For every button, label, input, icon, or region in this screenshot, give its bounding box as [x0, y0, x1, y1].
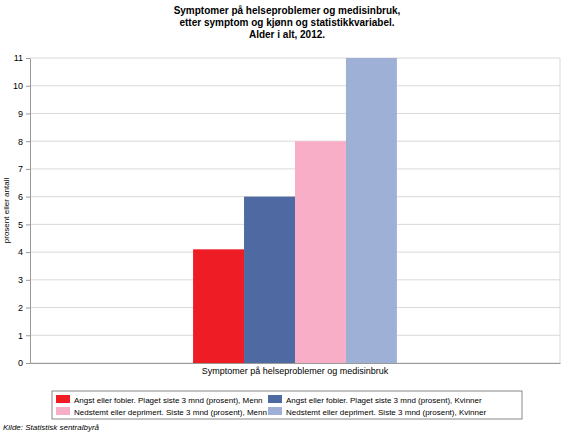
y-tick: 5 [18, 220, 30, 230]
legend-label: Nedstemt eller deprimert. Siste 3 mnd (p… [286, 408, 486, 417]
grid-line [30, 85, 560, 86]
legend-swatch [56, 407, 70, 415]
y-tick: 1 [18, 331, 30, 341]
y-axis: 0 1 2 3 4 5 6 7 8 9 10 11 [13, 53, 31, 368]
x-axis: Symptomer på helseproblemer og medisinbr… [31, 363, 561, 376]
y-tick-mark [26, 197, 30, 198]
plot-frame [560, 58, 561, 363]
legend-box [52, 391, 522, 419]
y-tick-label: 4 [18, 247, 23, 257]
y-tick-mark [26, 252, 30, 253]
legend: Angst eller fobier. Plaget siste 3 mnd (… [52, 391, 522, 419]
y-tick: 3 [18, 275, 30, 285]
y-tick-mark [26, 86, 30, 87]
x-axis-line [31, 363, 561, 364]
plot: 0 1 2 3 4 5 6 7 8 9 10 11 Symptomer på helseprobleme… [13, 53, 561, 376]
grid-line [30, 58, 560, 59]
y-tick-mark [26, 224, 30, 225]
y-tick-mark [26, 169, 30, 170]
y-tick-mark [26, 113, 30, 114]
title-line: Symptomer på helseproblemer og medisinbr… [174, 5, 401, 16]
legend-label: Angst eller fobier. Plaget siste 3 mnd (… [286, 396, 482, 405]
y-tick-label: 7 [18, 164, 23, 174]
x-tick-label: Symptomer på helseproblemer og medisinbr… [202, 366, 389, 376]
y-tick: 10 [13, 81, 30, 91]
y-tick-label: 10 [13, 81, 23, 91]
bars [193, 58, 397, 363]
y-tick-label: 3 [18, 275, 23, 285]
y-tick-label: 0 [18, 358, 23, 368]
y-tick-label: 5 [18, 220, 23, 230]
bar [193, 249, 244, 363]
x-tick: Symptomer på helseproblemer og medisinbr… [202, 363, 389, 376]
y-tick-mark [26, 335, 30, 336]
legend-swatch [268, 395, 282, 403]
source: Kilde: Statistisk sentralbyrå [3, 423, 100, 432]
y-tick: 11 [14, 53, 30, 63]
title: Symptomer på helseproblemer og medisinbr… [174, 5, 401, 40]
y-tick: 7 [18, 164, 30, 174]
title-line: Alder i alt, 2012. [249, 29, 325, 40]
y-tick-mark [26, 58, 30, 59]
y-tick-label: 9 [18, 109, 23, 119]
bar [244, 197, 295, 363]
chart: Symptomer på helseproblemer og medisinbr… [0, 0, 574, 437]
legend-label: Nedstemt eller deprimert. Siste 3 mnd (p… [74, 408, 267, 417]
y-tick-mark [26, 308, 30, 309]
y-tick-mark [26, 363, 30, 364]
y-tick-mark [26, 280, 30, 281]
grid [30, 58, 560, 363]
y-tick: 8 [18, 137, 30, 147]
y-tick-mark [26, 141, 30, 142]
y-tick-label: 2 [18, 303, 23, 313]
title-line: etter symptom og kjønn og statistikkvari… [179, 17, 394, 28]
y-tick-label: 1 [18, 331, 23, 341]
y-axis-line [30, 59, 31, 364]
y-axis-title: prosent eller antall [2, 178, 11, 244]
grid-line [30, 113, 560, 114]
y-tick: 9 [18, 109, 30, 119]
y-tick: 4 [18, 247, 30, 257]
y-tick-label: 8 [18, 137, 23, 147]
legend-label: Angst eller fobier. Plaget siste 3 mnd (… [74, 396, 263, 405]
bar [346, 58, 397, 363]
bar [295, 141, 346, 363]
y-tick-label: 11 [14, 53, 23, 63]
legend-swatch [56, 395, 70, 403]
y-tick: 0 [18, 358, 30, 368]
legend-swatch [268, 407, 282, 415]
y-tick-label: 6 [18, 192, 23, 202]
y-tick: 2 [18, 303, 30, 313]
y-tick: 6 [18, 192, 30, 202]
